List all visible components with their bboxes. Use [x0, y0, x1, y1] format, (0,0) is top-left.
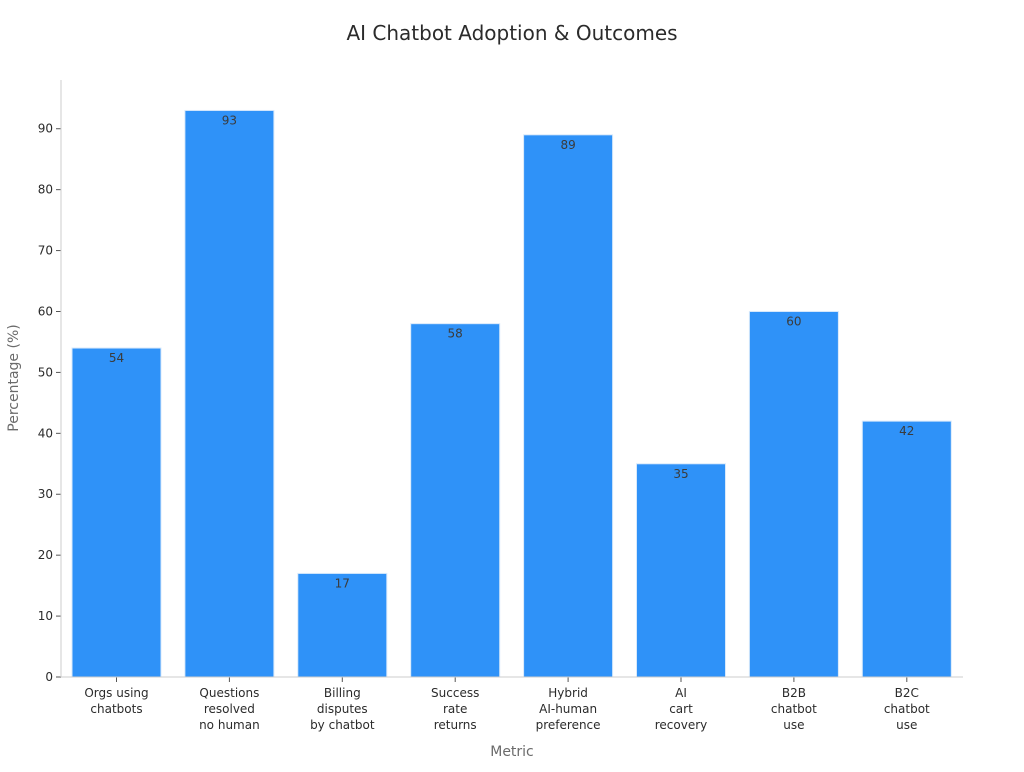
x-axis-title: Metric	[490, 744, 534, 760]
y-tick-label: 50	[38, 365, 53, 379]
bar-value-label: 60	[786, 314, 801, 328]
bar-value-label: 17	[335, 576, 350, 590]
bar	[748, 310, 839, 678]
x-category-label: Questions resolved no human	[199, 686, 260, 732]
bar	[861, 420, 952, 678]
bar	[71, 347, 162, 678]
y-tick-label: 0	[45, 670, 53, 684]
x-category-label: Billing disputes by chatbot	[310, 686, 375, 732]
y-axis-title: Percentage (%)	[6, 324, 22, 431]
y-tick-label: 30	[38, 487, 53, 501]
data-labels: 54 93 17 58 89 35 60 42	[109, 113, 915, 590]
bar-value-label: 42	[899, 424, 914, 438]
x-category-label: B2B chatbot use	[771, 686, 817, 732]
bar	[523, 134, 614, 678]
x-category-label: Hybrid AI-human preference	[536, 686, 601, 732]
x-category-label: AI cart recovery	[655, 686, 708, 732]
bars	[71, 109, 952, 678]
bar-value-label: 54	[109, 351, 124, 365]
y-tick-label: 80	[38, 183, 53, 197]
bar	[410, 323, 501, 678]
bar-value-label: 35	[673, 467, 688, 481]
x-category-label: B2C chatbot use	[884, 686, 930, 732]
bar-value-label: 93	[222, 113, 237, 127]
x-category-label: Success rate returns	[431, 686, 479, 732]
bar-value-label: 89	[560, 138, 575, 152]
bar	[636, 463, 726, 678]
y-tick-label: 60	[38, 304, 53, 318]
y-axis: 0 10 20 30 40 50 60 70 80 90	[38, 122, 61, 684]
y-tick-label: 10	[38, 609, 53, 623]
y-tick-label: 40	[38, 426, 53, 440]
chart-title: AI Chatbot Adoption & Outcomes	[346, 21, 677, 45]
x-axis-categories: Orgs using chatbots Questions resolved no hu…	[84, 677, 930, 732]
y-tick-label: 20	[38, 548, 53, 562]
y-tick-label: 70	[38, 244, 53, 258]
bar	[297, 572, 388, 678]
bar	[184, 109, 275, 678]
bar-value-label: 58	[448, 327, 463, 341]
x-category-label: Orgs using chatbots	[84, 686, 148, 716]
y-tick-label: 90	[38, 122, 53, 136]
